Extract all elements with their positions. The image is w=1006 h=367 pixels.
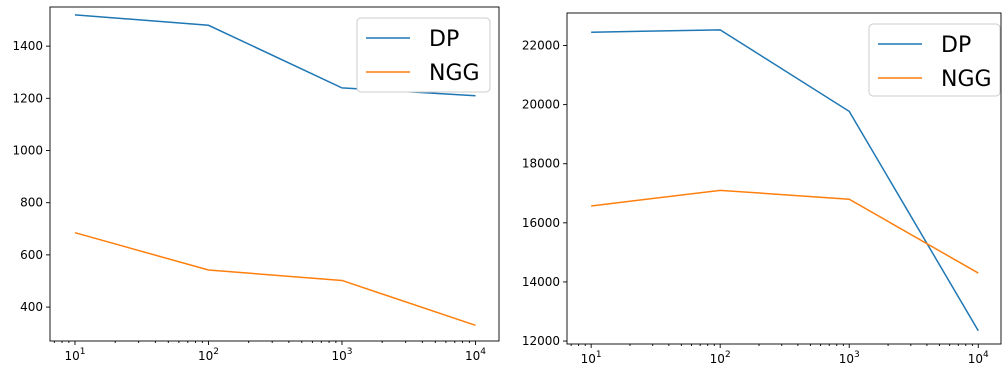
x-tick-label: 103 <box>331 347 352 363</box>
legend-label-dp: DP <box>429 27 459 52</box>
y-tick-label: 22000 <box>522 39 560 53</box>
chart-panel-2: 101 102 103 104 12000 14000 16000 18000 20000 220… <box>522 12 1002 366</box>
x-tick-label: 101 <box>64 347 85 363</box>
y-tick-label: 14000 <box>522 275 560 289</box>
x-tick-label: 104 <box>968 350 989 366</box>
y-tick-label: 1000 <box>12 144 43 158</box>
y-tick-label: 16000 <box>522 216 560 230</box>
y-tick-label: 12000 <box>522 334 560 348</box>
y-tick-label: 400 <box>20 300 43 314</box>
legend: DP NGG <box>868 23 1001 97</box>
y-tick-label: 600 <box>20 248 43 262</box>
legend-label-ngg: NGG <box>941 67 992 92</box>
series-line-ngg <box>591 189 979 274</box>
legend: DP NGG <box>356 17 491 93</box>
y-tick-label: 800 <box>20 196 43 210</box>
legend-frame <box>356 17 491 93</box>
x-tick-label: 101 <box>581 350 602 366</box>
y-tick-label: 18000 <box>522 157 560 171</box>
x-tick-label: 102 <box>198 347 219 363</box>
y-tick-label: 1200 <box>12 91 43 105</box>
legend-label-ngg: NGG <box>429 61 480 86</box>
plot-frame <box>49 6 500 342</box>
legend-label-dp: DP <box>941 33 971 58</box>
x-tick-label: 103 <box>839 350 860 366</box>
chart-panel-1: 101 102 103 104 400 600 800 1000 1200 1400 DP NGG <box>12 6 500 363</box>
plot-frame <box>566 12 1002 345</box>
y-tick-label: 20000 <box>522 98 560 112</box>
y-tick-label: 1400 <box>12 39 43 53</box>
x-tick-label: 102 <box>710 350 731 366</box>
series-line-dp <box>591 29 979 332</box>
series-line-ngg <box>74 231 476 327</box>
x-tick-label: 104 <box>465 347 486 363</box>
